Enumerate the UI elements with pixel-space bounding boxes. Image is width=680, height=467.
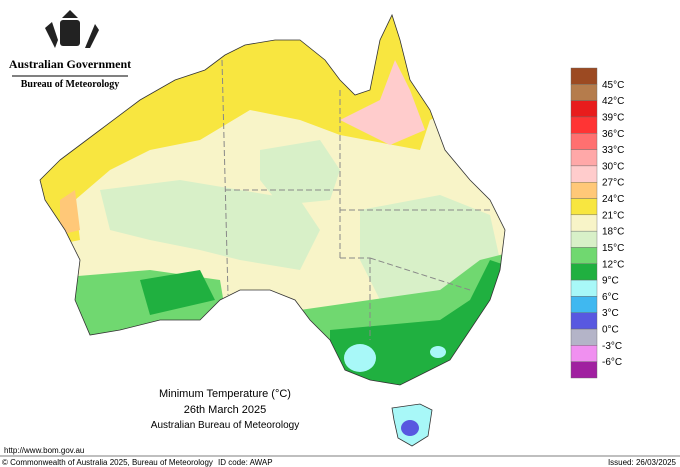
coastline (39, 13, 506, 386)
zone-9-12 (344, 344, 376, 372)
legend-label: 21°C (602, 210, 624, 221)
legend-swatch (570, 100, 598, 118)
zone-12-15 (140, 270, 215, 315)
legend-label: 42°C (602, 96, 624, 107)
legend-label: 30°C (602, 161, 624, 172)
state-borders (221, 59, 490, 340)
legend-swatch (570, 198, 598, 216)
legend-swatch (570, 214, 598, 232)
tasmania-cold-zone (401, 420, 419, 436)
legend-swatch (570, 263, 598, 281)
border (221, 59, 229, 296)
legend-swatch (570, 149, 598, 167)
legend-swatch (570, 182, 598, 199)
legend-label: 27°C (602, 178, 624, 189)
legend-label: 15°C (602, 243, 624, 254)
star (62, 10, 78, 18)
issued: Issued: 26/03/2025 (608, 458, 677, 467)
zone-18-21 (260, 140, 340, 205)
legend-swatch (570, 312, 598, 330)
legend-label: 18°C (602, 227, 624, 238)
date: 26th March 2025 (184, 404, 267, 416)
legend-label: 33°C (602, 145, 624, 156)
agency: Bureau of Meteorology (21, 79, 120, 90)
legend-swatch (570, 165, 598, 183)
legend-label: 0°C (602, 325, 619, 336)
legend-swatch (570, 133, 598, 150)
legend-label: 24°C (602, 194, 624, 205)
legend-swatch (570, 116, 598, 134)
source: Australian Bureau of Meteorology (151, 420, 299, 431)
id-code: ID code: AWAP (218, 458, 273, 467)
legend: 45°C 42°C 39°C 36°C 33°C 30°C 27°C 24°C 21°C 18°C… (570, 67, 624, 379)
legend-label: 39°C (602, 112, 624, 123)
legend-swatch (570, 328, 598, 346)
kangaroo (45, 22, 58, 48)
zone-18-21 (100, 180, 320, 270)
legend-swatch (570, 361, 598, 379)
legend-label: 6°C (602, 292, 619, 303)
zone-30-33 (340, 60, 425, 145)
legend-label: -6°C (602, 357, 622, 368)
coat-of-arms (45, 10, 99, 48)
legend-swatch (570, 67, 598, 85)
legend-swatch (570, 84, 598, 101)
zone-9-12 (430, 346, 446, 358)
copyright: © Commonwealth of Australia 2025, Bureau… (2, 458, 213, 467)
legend-label: 36°C (602, 129, 624, 140)
title: Minimum Temperature (°C) (159, 388, 291, 400)
legend-swatch (570, 345, 598, 362)
government: Australian Government (9, 57, 131, 71)
url: http://www.bom.gov.au (4, 446, 84, 455)
legend-swatch (570, 279, 598, 297)
legend-swatch (570, 247, 598, 264)
legend-label: 45°C (602, 80, 624, 91)
zone-27-30 (60, 190, 80, 235)
legend-swatch (570, 296, 598, 313)
legend-label: 3°C (602, 308, 619, 319)
emu (85, 24, 99, 48)
legend-swatch (570, 230, 598, 248)
legend-label: -3°C (602, 341, 622, 352)
legend-label: 9°C (602, 276, 619, 287)
legend-label: 12°C (602, 259, 624, 270)
shield (60, 20, 80, 46)
